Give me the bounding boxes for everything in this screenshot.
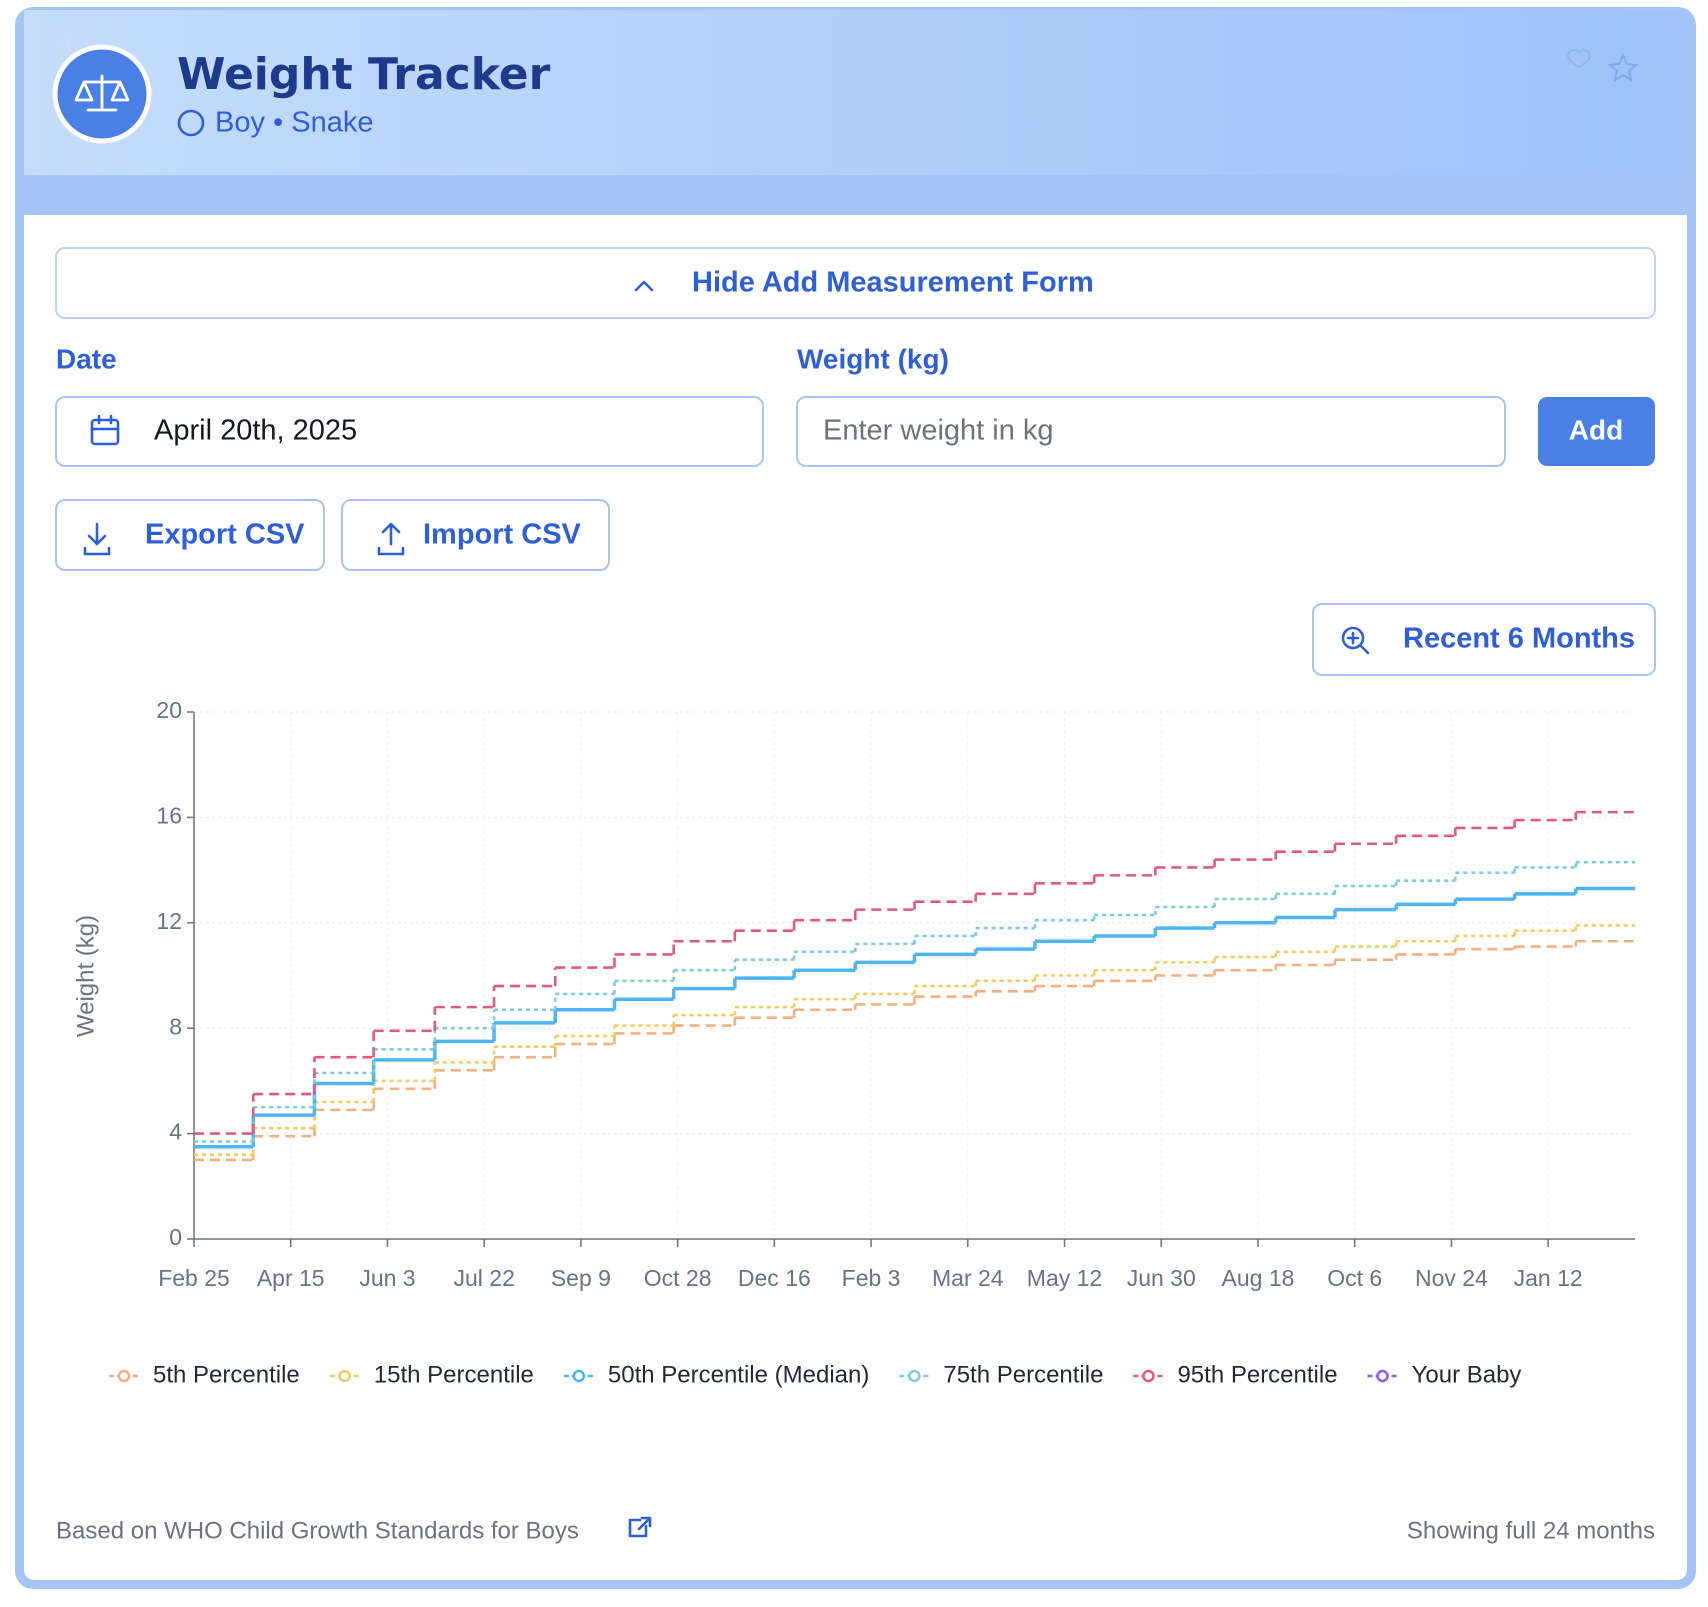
source-note: Based on WHO Child Growth Standards for … bbox=[56, 1517, 579, 1544]
x-tick-label: Feb 3 bbox=[842, 1265, 901, 1291]
x-tick-label: Apr 15 bbox=[257, 1265, 325, 1291]
x-tick-label: Oct 28 bbox=[644, 1265, 712, 1291]
legend-item[interactable]: Your Baby bbox=[1367, 1361, 1522, 1388]
y-tick-label: 20 bbox=[156, 697, 182, 723]
legend-label: 50th Percentile (Median) bbox=[608, 1361, 869, 1388]
baby-icon bbox=[177, 109, 205, 137]
legend-label: Your Baby bbox=[1412, 1361, 1522, 1388]
export-button[interactable] bbox=[55, 499, 325, 571]
upload-icon bbox=[377, 522, 405, 556]
series-line bbox=[194, 886, 1635, 1149]
legend-marker bbox=[1376, 1369, 1389, 1383]
import-label: Import CSV bbox=[423, 519, 582, 551]
zoom-icon bbox=[1341, 626, 1370, 655]
legend-item[interactable]: 95th Percentile bbox=[1133, 1361, 1338, 1388]
scale-icon bbox=[74, 74, 130, 112]
date-value: April 20th, 2025 bbox=[154, 415, 357, 447]
x-tick-label: Nov 24 bbox=[1415, 1265, 1488, 1291]
decor-star bbox=[1607, 52, 1639, 83]
legend-item[interactable]: 15th Percentile bbox=[329, 1361, 534, 1388]
x-tick-label: Sep 9 bbox=[551, 1265, 611, 1291]
y-tick-label: 4 bbox=[169, 1119, 182, 1145]
weight-placeholder: Enter weight in kg bbox=[823, 415, 1054, 447]
legend-item[interactable]: 75th Percentile bbox=[899, 1361, 1103, 1388]
header bbox=[24, 10, 1687, 175]
legend-marker bbox=[908, 1369, 921, 1383]
x-tick-label: Feb 25 bbox=[158, 1265, 230, 1291]
legend-label: 95th Percentile bbox=[1177, 1361, 1337, 1388]
y-tick-label: 16 bbox=[156, 802, 182, 828]
date-input[interactable] bbox=[55, 396, 764, 467]
weight-label: Weight (kg) bbox=[797, 343, 949, 374]
external-link-icon[interactable] bbox=[628, 1516, 652, 1538]
card bbox=[24, 10, 1687, 1580]
legend-item[interactable]: 50th Percentile (Median) bbox=[563, 1361, 869, 1388]
range-note: Showing full 24 months bbox=[1407, 1517, 1655, 1544]
legend-marker bbox=[338, 1369, 352, 1383]
legend-label: 75th Percentile bbox=[943, 1361, 1103, 1388]
legend-label: 15th Percentile bbox=[374, 1361, 534, 1388]
y-axis-label: Weight (kg) bbox=[72, 915, 99, 1037]
y-tick-label: 12 bbox=[156, 908, 182, 934]
subtitle: Boy • Snake bbox=[215, 107, 373, 139]
legend-marker bbox=[1142, 1369, 1155, 1383]
calendar-icon bbox=[90, 414, 120, 446]
toggle-button[interactable] bbox=[55, 247, 1656, 319]
x-tick-label: May 12 bbox=[1027, 1265, 1102, 1291]
app-title: Weight Tracker bbox=[177, 49, 551, 100]
x-tick-label: Mar 24 bbox=[932, 1265, 1004, 1291]
decor-star bbox=[50, 25, 76, 50]
weight-input[interactable] bbox=[796, 396, 1506, 467]
export-label: Export CSV bbox=[145, 519, 305, 551]
legend-item[interactable]: 5th Percentile bbox=[109, 1361, 300, 1388]
x-tick-label: Dec 16 bbox=[738, 1265, 811, 1291]
add-button[interactable] bbox=[1538, 397, 1655, 466]
series-line bbox=[194, 810, 1635, 1135]
x-tick-label: Jan 12 bbox=[1514, 1265, 1583, 1291]
zoom-label: Recent 6 Months bbox=[1403, 623, 1635, 655]
chevron-icon bbox=[634, 280, 654, 292]
x-tick-label: Jun 30 bbox=[1127, 1265, 1196, 1291]
legend-marker bbox=[117, 1369, 131, 1383]
y-tick-label: 0 bbox=[169, 1224, 182, 1250]
date-label: Date bbox=[56, 343, 117, 374]
decor-heart bbox=[1566, 49, 1592, 69]
import-button[interactable] bbox=[341, 499, 610, 571]
x-tick-label: Jul 22 bbox=[453, 1265, 514, 1291]
chart: 0 4 8 12 16 20 Feb 25 Apr 15 Jun 3 Jul 22 Sep 9 Oct… bbox=[109, 697, 1635, 1388]
add-label: Add bbox=[1569, 414, 1623, 445]
legend-label: 5th Percentile bbox=[153, 1361, 300, 1388]
zoom-button[interactable] bbox=[1312, 603, 1656, 676]
x-tick-label: Jun 3 bbox=[359, 1265, 415, 1291]
series-line bbox=[194, 860, 1635, 1143]
x-tick-label: Aug 18 bbox=[1222, 1265, 1295, 1291]
series-line bbox=[194, 924, 1635, 1156]
y-tick-label: 8 bbox=[169, 1013, 182, 1039]
toggle-label: Hide Add Measurement Form bbox=[692, 267, 1094, 299]
x-tick-label: Oct 6 bbox=[1327, 1265, 1382, 1291]
download-icon bbox=[83, 522, 111, 556]
legend-marker bbox=[572, 1369, 586, 1383]
